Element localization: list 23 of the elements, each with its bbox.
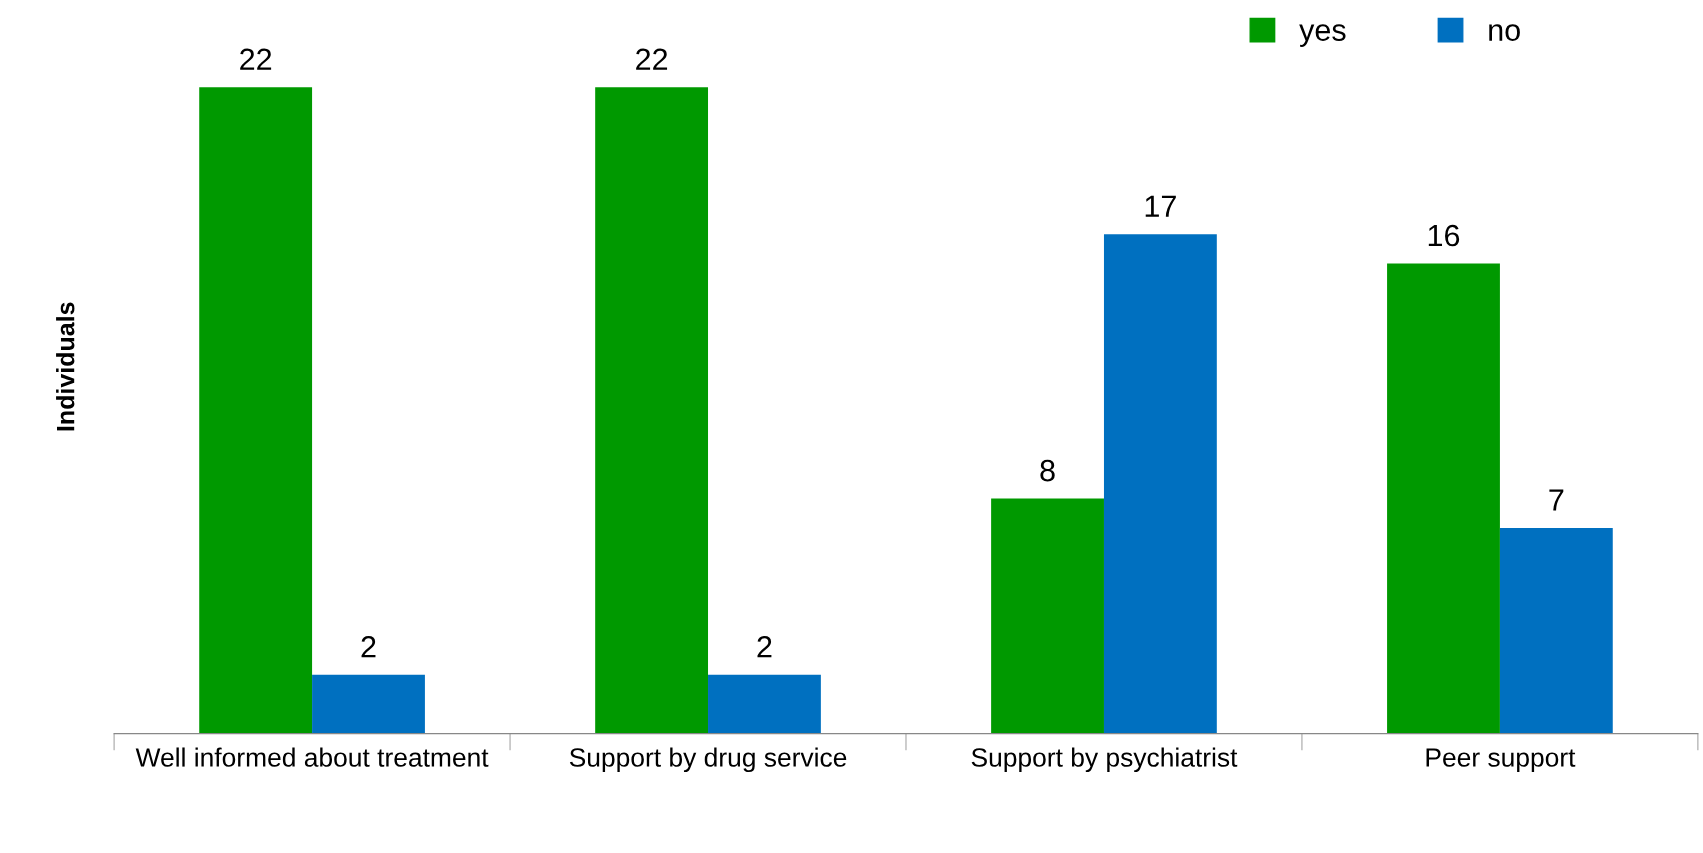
bar	[1103, 234, 1217, 734]
bar	[1499, 527, 1613, 734]
legend-label: yes	[1299, 24, 1346, 47]
data-label: 2	[361, 636, 376, 658]
data-label: 22	[240, 48, 272, 70]
bar	[708, 674, 821, 734]
x-tick-label: Well informed about treatment	[135, 747, 489, 767]
bar	[199, 87, 313, 734]
data-label: 22	[636, 48, 668, 70]
legend-label: no	[1489, 24, 1520, 41]
x-tick-label: Peer support	[1426, 748, 1576, 773]
data-label: 8	[1040, 459, 1055, 482]
bar	[595, 87, 709, 734]
bar	[312, 674, 425, 734]
data-label: 7	[1549, 489, 1564, 511]
data-label: 16	[1428, 224, 1460, 247]
data-label: 2	[757, 636, 772, 658]
y-axis-title: Individuals	[56, 302, 75, 431]
data-label: 17	[1145, 195, 1176, 217]
x-tick-label: Support by drug service	[569, 747, 847, 773]
x-tick-label: Support by psychiatrist	[971, 747, 1238, 773]
bar	[1387, 263, 1500, 734]
bar	[991, 498, 1104, 734]
